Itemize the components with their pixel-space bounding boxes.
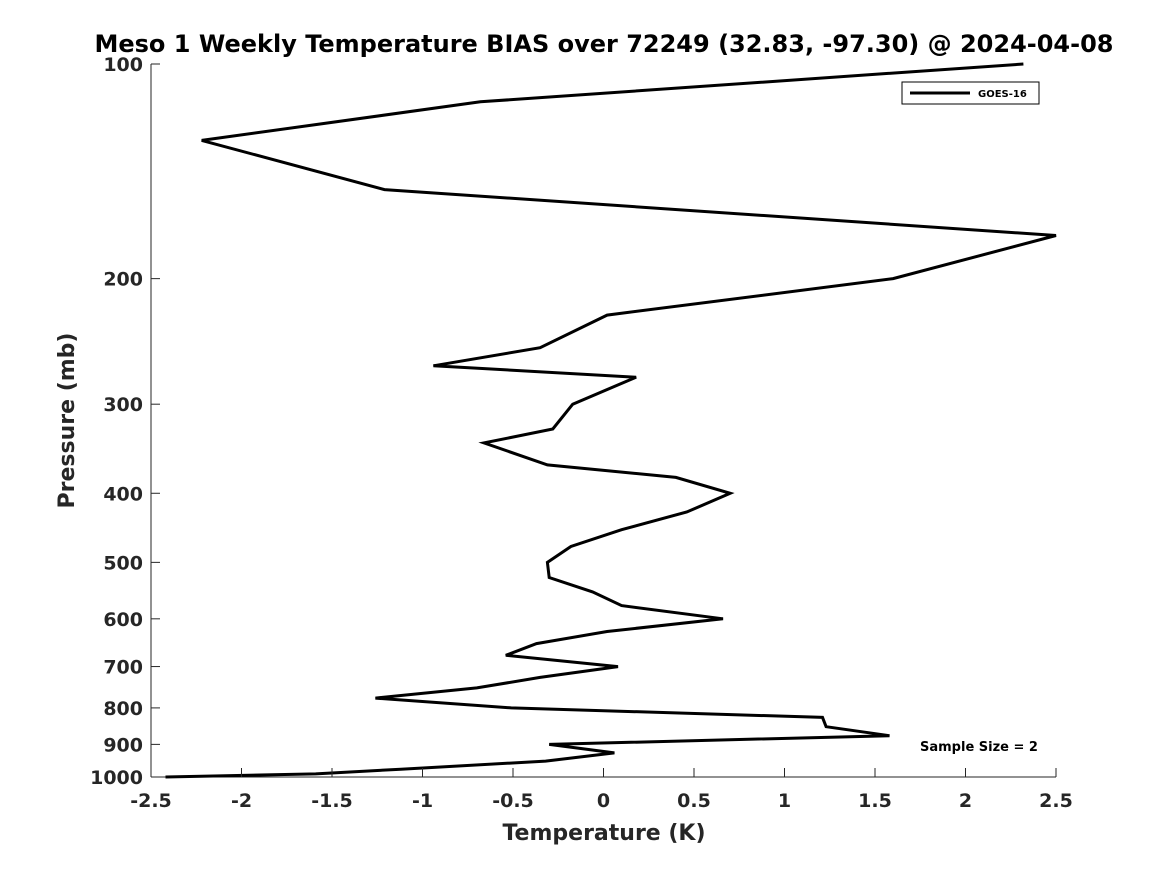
x-tick-label: 2 <box>959 790 972 812</box>
y-tick-label: 400 <box>103 483 143 505</box>
x-tick-label: 1 <box>778 790 791 812</box>
plot-area <box>150 62 1057 779</box>
y-tick-label: 600 <box>103 609 143 631</box>
x-tick-label: 2.5 <box>1039 790 1073 812</box>
y-tick-label: 100 <box>103 54 143 76</box>
y-tick-label: 200 <box>103 269 143 291</box>
x-axis-label: Temperature (K) <box>502 821 705 846</box>
legend-label-goes-16: GOES-16 <box>978 89 1027 100</box>
legend-box <box>901 81 1040 105</box>
y-tick-label: 700 <box>103 657 143 679</box>
chart-title: Meso 1 Weekly Temperature BIAS over 7224… <box>94 30 1113 58</box>
x-axis: -2.5 -2 -1.5 -1 -0.5 0 0.5 1 1.5 2 2.5 <box>130 768 1073 812</box>
y-tick-label: 800 <box>103 698 143 720</box>
y-tick-label: 500 <box>103 552 143 574</box>
x-tick-label: 0 <box>597 790 610 812</box>
y-tick-label: 300 <box>103 394 143 416</box>
x-tick-label: 1.5 <box>858 790 892 812</box>
y-tick-label: 1000 <box>90 767 143 789</box>
x-tick-label: -2.5 <box>130 790 172 812</box>
y-axis-label: Pressure (mb) <box>55 333 80 509</box>
sample-size-annotation: Sample Size = 2 <box>920 740 1038 755</box>
legend: GOES-16 <box>901 81 1040 105</box>
y-axis: 100 200 300 400 500 600 700 800 900 1000 <box>90 54 160 789</box>
x-tick-label: -2 <box>231 790 252 812</box>
x-tick-label: -0.5 <box>492 790 534 812</box>
x-tick-label: -1 <box>412 790 433 812</box>
y-tick-label: 900 <box>103 734 143 756</box>
x-tick-label: 0.5 <box>677 790 711 812</box>
x-tick-label: -1.5 <box>311 790 353 812</box>
series-line-goes-16 <box>165 62 1057 779</box>
